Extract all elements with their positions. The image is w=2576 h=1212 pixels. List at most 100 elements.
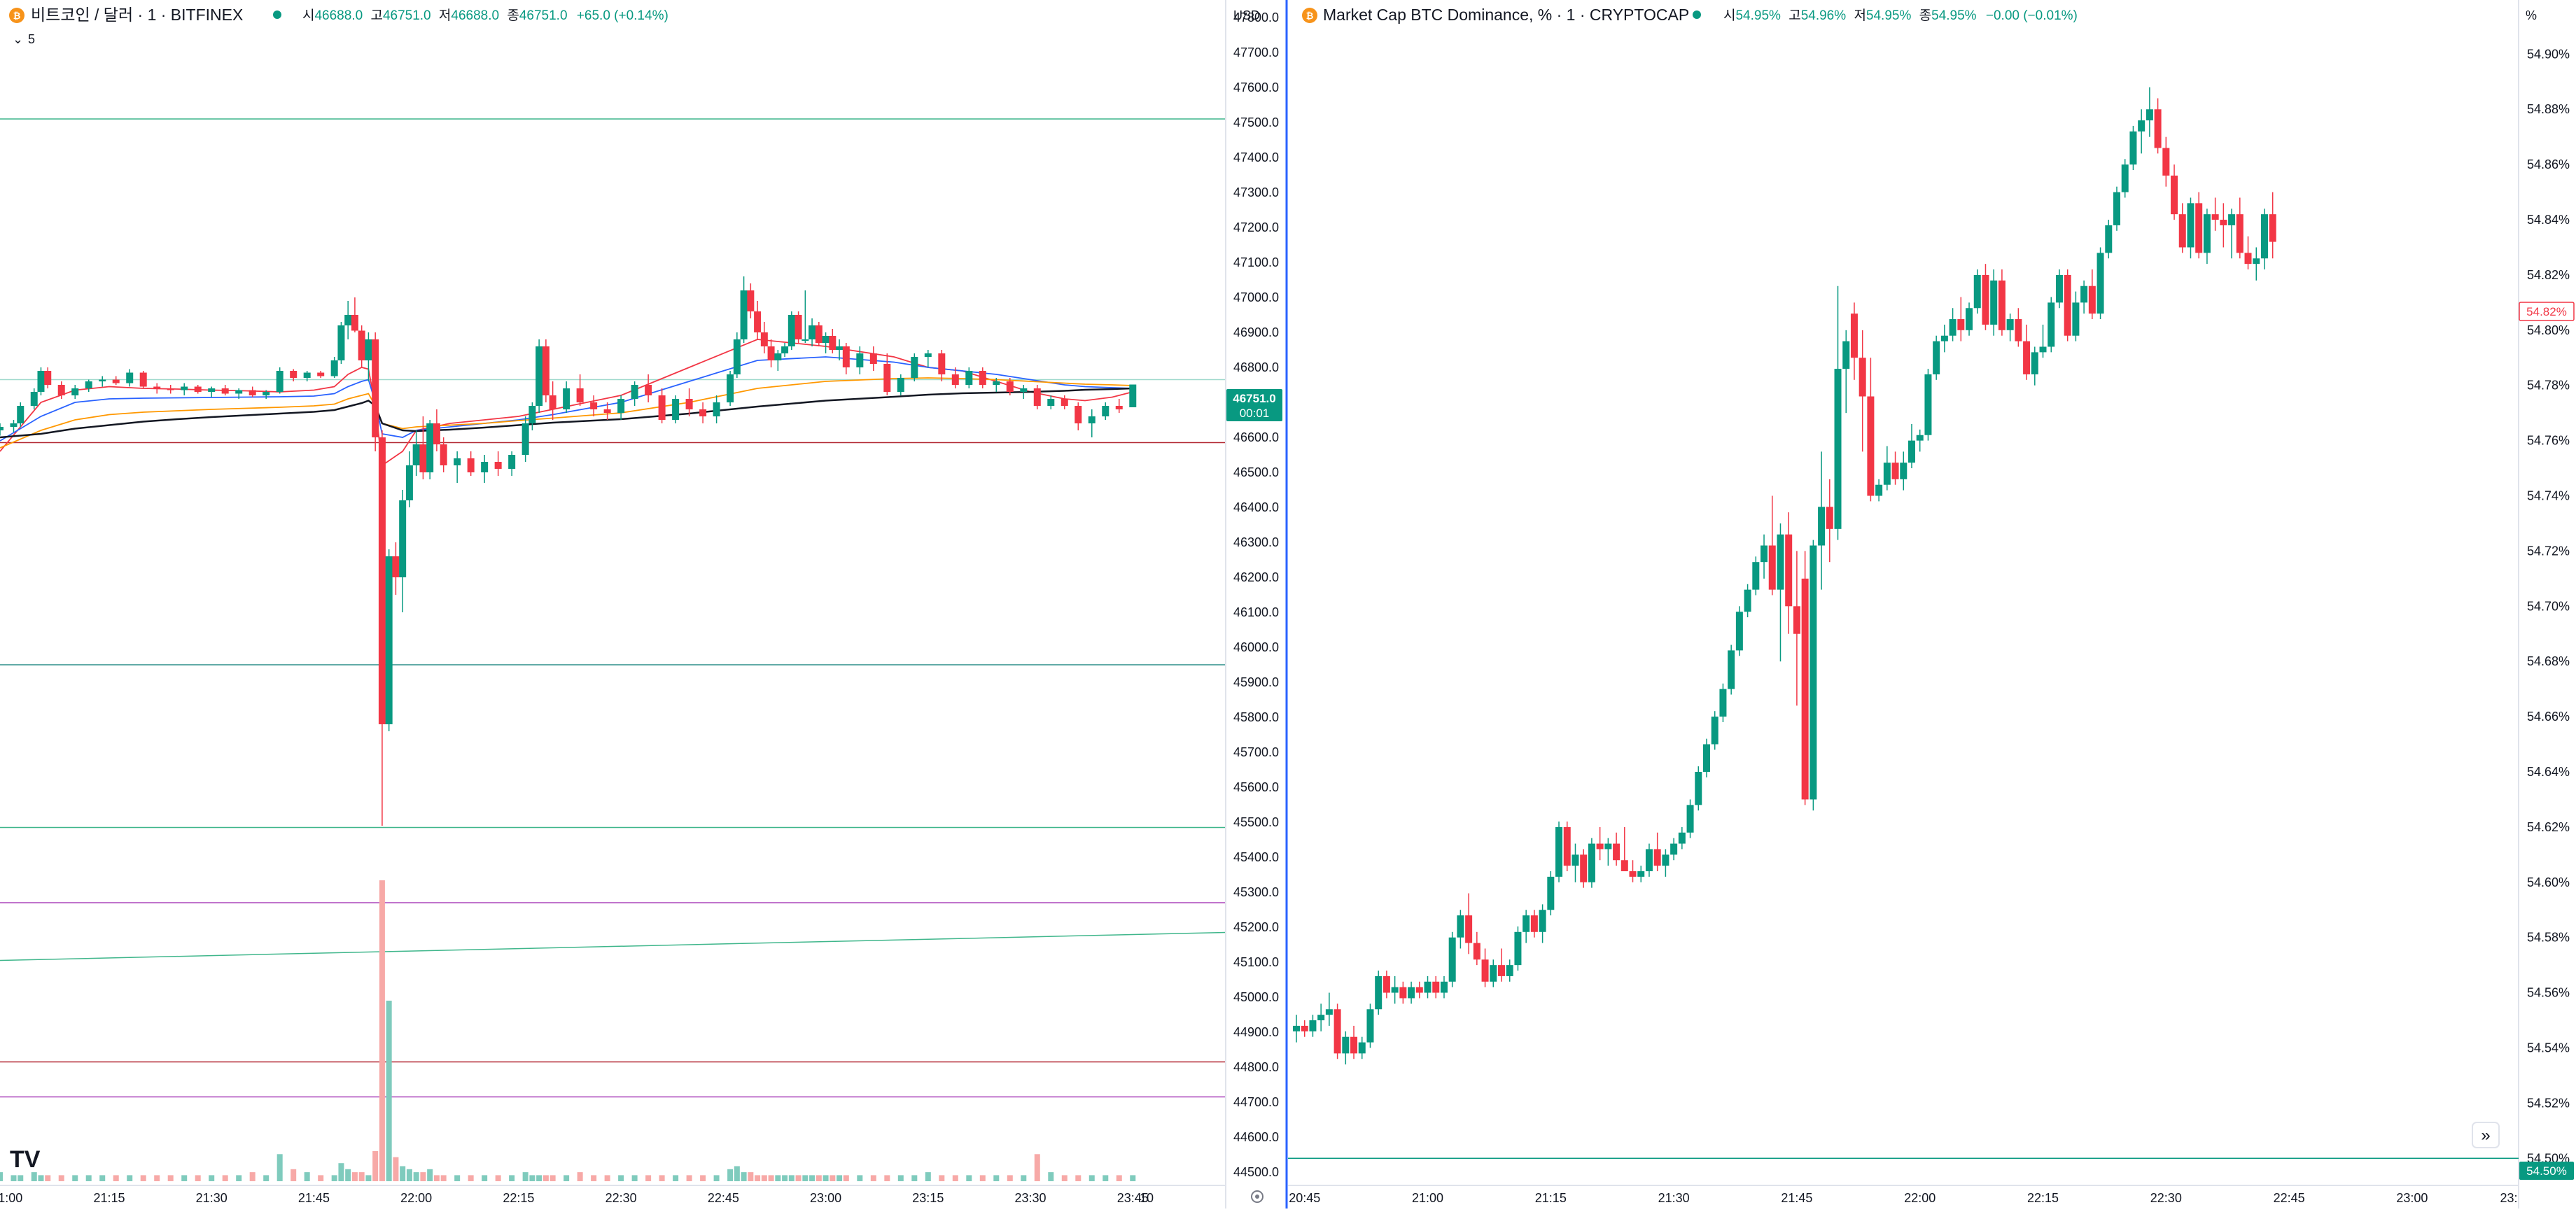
scroll-to-realtime-button[interactable]: » [2472, 1122, 2500, 1148]
chevron-down-icon[interactable]: ⌄ [13, 32, 23, 46]
left-volume-bar [386, 1001, 392, 1181]
right-candle-body [1982, 274, 1989, 325]
left-time-tick: 10 [1140, 1191, 1154, 1205]
left-volume-bar [331, 1175, 337, 1181]
left-volume-bar [857, 1175, 863, 1181]
left-volume-bar [713, 1175, 720, 1181]
left-candle-body [781, 346, 789, 353]
right-symbol-header[interactable]: ₿ Market Cap BTC Dominance, % · 1 · CRYP… [1302, 6, 2078, 24]
left-volume-bar [372, 1151, 379, 1181]
left-candle-body [344, 315, 352, 325]
left-volume-bar [482, 1175, 488, 1181]
left-volume-bar [802, 1175, 808, 1181]
right-candle-body [1415, 987, 1423, 993]
left-chart-panel[interactable]: 47800.0 47700.0 47600.0 47500.0 47400.0 47300… [0, 6, 1282, 1205]
right-time-axis[interactable]: 20:45 21:00 21:15 21:30 21:45 22:00 22:15 22:30… [1289, 1191, 2517, 1205]
right-value-tick: 54.70% [2527, 599, 2570, 613]
left-time-axis[interactable]: 21:00 21:15 21:30 21:45 22:00 22:15 22:30 22:45… [0, 1191, 1154, 1205]
left-candle-body [740, 290, 748, 339]
right-value-tick: 54.56% [2527, 986, 2570, 1000]
left-candle-body [658, 395, 666, 420]
gear-icon[interactable] [1251, 1190, 1264, 1203]
right-candle-body [1465, 915, 1473, 943]
left-volume-bar [897, 1175, 904, 1181]
left-candle-body [330, 360, 338, 376]
right-candle-body [1366, 1009, 1374, 1043]
left-candle-body [303, 372, 311, 378]
left-volume-bar [604, 1175, 610, 1181]
left-open-label: 시 [302, 8, 314, 23]
left-candle-body [951, 374, 959, 385]
left-candle-body [405, 465, 413, 500]
left-volume-bars [0, 880, 1136, 1181]
left-candle-body [337, 325, 345, 360]
right-candle-body [1818, 507, 1826, 546]
left-volume-bar [440, 1175, 447, 1181]
left-price-tick: 45800.0 [1233, 710, 1279, 724]
left-volume-bar [45, 1175, 51, 1181]
scroll-button-bg [2472, 1122, 2500, 1148]
left-candle-body [194, 386, 202, 392]
right-candle-body [2080, 286, 2088, 303]
left-candle-body [829, 336, 836, 350]
right-symbol-title[interactable]: Market Cap BTC Dominance, % · 1 · CRYPTO… [1323, 6, 1689, 24]
left-candle-body [938, 353, 946, 374]
right-candle-body [1973, 274, 1981, 309]
right-chart-panel[interactable]: 54.90% 54.88% 54.86% 54.84% 54.82% 54.80% 54.7… [1288, 6, 2575, 1205]
right-value-tick: 54.88% [2527, 102, 2570, 116]
left-price-tick: 44700.0 [1233, 1095, 1279, 1109]
right-candle-body [1777, 534, 1784, 590]
left-volume-bar [10, 1175, 17, 1181]
right-candle-body [2260, 214, 2268, 259]
right-candle-body [1875, 484, 1883, 496]
left-candle-body [372, 339, 379, 437]
left-volume-bar [1021, 1175, 1027, 1181]
right-currency-label[interactable]: % [2526, 8, 2537, 22]
right-value-tick: 54.64% [2527, 765, 2570, 779]
left-change-value: +65.0 (+0.14%) [577, 8, 668, 23]
left-symbol-header[interactable]: ₿ 비트코인 / 달러 · 1 · BITFINEX 시46688.0 고467… [9, 6, 668, 46]
left-candle-body [747, 290, 755, 311]
left-volume-bar [263, 1175, 270, 1181]
right-open-label: 시 [1723, 8, 1735, 23]
right-candle-body [1620, 860, 1628, 872]
tradingview-logo-text: TV [10, 1146, 41, 1173]
right-candle-body [1916, 435, 1924, 441]
tradingview-logo[interactable]: TV [10, 1146, 41, 1173]
left-trend-segment [0, 931, 1226, 961]
left-currency-label[interactable]: USD [1233, 8, 1260, 22]
left-volume-bar [822, 1175, 829, 1181]
right-candle-body [2162, 148, 2170, 176]
left-candle-body [71, 388, 79, 395]
left-candle-body [30, 392, 38, 406]
left-price-tick: 46400.0 [1233, 500, 1279, 514]
right-candle-body [2138, 120, 2146, 132]
right-candle-body [1695, 771, 1702, 805]
right-candle-body [1481, 959, 1489, 982]
right-close-label: 종 [1919, 8, 1931, 23]
left-candle-body [760, 332, 768, 346]
left-volume-bar [816, 1175, 822, 1181]
left-volume-bar [659, 1175, 665, 1181]
right-value-axis[interactable]: 54.90% 54.88% 54.86% 54.84% 54.82% 54.80% 54.7… [2527, 47, 2570, 1165]
left-volume-bar [58, 1175, 64, 1181]
left-close-label: 종 [507, 8, 519, 23]
left-candle-body [57, 385, 65, 395]
left-price-axis[interactable]: 47800.0 47700.0 47600.0 47500.0 47400.0 47300… [1233, 10, 1279, 1179]
right-candle-body [2154, 109, 2162, 148]
right-candle-body [1604, 843, 1612, 850]
left-price-tick: 47000.0 [1233, 290, 1279, 304]
right-time-tick: 20:45 [1289, 1191, 1320, 1205]
left-candle-body [856, 353, 864, 367]
right-candle-body [2006, 319, 2014, 330]
right-value-tick: 54.84% [2527, 213, 2570, 227]
right-candle-body [1563, 826, 1571, 866]
left-volume-bar [979, 1175, 986, 1181]
left-volume-bar [993, 1175, 1000, 1181]
left-symbol-title[interactable]: 비트코인 / 달러 · 1 · BITFINEX [31, 6, 243, 24]
left-horizontal-lines [0, 118, 1226, 1098]
right-value-tick: 54.72% [2527, 544, 2570, 558]
right-candle-body [2039, 346, 2047, 353]
indicator-count[interactable]: 5 [28, 32, 35, 46]
